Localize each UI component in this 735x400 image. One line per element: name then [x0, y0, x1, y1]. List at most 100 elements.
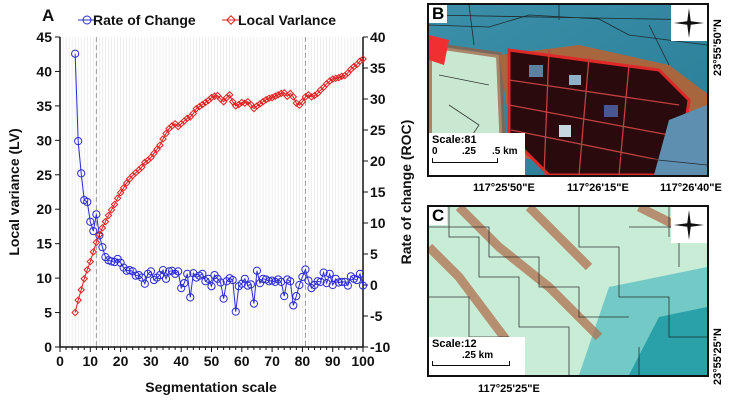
- x-tick-label: 100: [351, 353, 375, 369]
- roc-point: [286, 277, 295, 286]
- roc-point: [319, 268, 328, 277]
- y-tick-label-right: 0: [370, 277, 378, 293]
- roc-point: [77, 169, 86, 178]
- y-tick-label-right: -5: [370, 308, 383, 324]
- panel-label-c: C: [429, 207, 448, 225]
- roc-point: [180, 279, 189, 288]
- lv-point: [310, 91, 319, 100]
- roc-point: [240, 274, 249, 283]
- x-tick-label: 50: [204, 353, 220, 369]
- roc-point: [92, 210, 101, 219]
- roc-point: [74, 137, 83, 146]
- lv-point: [80, 274, 89, 283]
- lv-point: [104, 211, 113, 220]
- roc-point: [280, 292, 289, 301]
- roc-point: [128, 267, 137, 276]
- lat-tick-c: 23°55'25"N: [712, 328, 724, 385]
- map-panel-b: B Scale:81 0 .25 .5 km: [427, 3, 709, 177]
- y-tick-label-left: 20: [36, 201, 52, 217]
- lv-point: [153, 145, 161, 154]
- roc-point: [316, 277, 325, 286]
- roc-point: [161, 274, 171, 283]
- x-tick-label: 80: [295, 353, 311, 369]
- roc-point: [174, 267, 183, 276]
- lv-point: [92, 238, 101, 247]
- scale-bar-b: [432, 158, 498, 163]
- roc-point: [89, 226, 98, 236]
- lv-point: [234, 100, 243, 109]
- lv-point: [122, 179, 131, 187]
- lv-point: [268, 93, 276, 102]
- lon-tick-c-1: 117°25'25"E: [478, 383, 540, 395]
- roc-point: [98, 243, 107, 252]
- map-panel-c: C Scale:12 .25 km: [427, 205, 709, 377]
- lat-tick-b: 23°55'50"N: [712, 19, 724, 76]
- roc-point: [301, 265, 310, 274]
- roc-point: [207, 282, 216, 291]
- x-tick-label: 20: [113, 353, 129, 369]
- x-tick-label: 90: [325, 353, 341, 369]
- roc-point: [337, 277, 346, 286]
- scale-tick-025km: .25 km: [462, 350, 494, 361]
- roc-point: [231, 307, 240, 316]
- legend-roc: Rate of Change: [93, 12, 196, 28]
- lv-point: [83, 266, 92, 274]
- y-tick-label-left: 25: [36, 167, 52, 183]
- lon-tick-b-3: 117°26'40"E: [660, 182, 722, 194]
- roc-point: [334, 278, 343, 287]
- lv-point: [307, 93, 316, 101]
- lv-point: [141, 158, 149, 167]
- scale-tick-05: .5 km: [492, 146, 518, 157]
- lv-point: [271, 92, 279, 101]
- lv-point: [113, 194, 122, 203]
- lv-point: [74, 296, 82, 304]
- scale-box-c: Scale:12 .25 km: [429, 337, 525, 375]
- lv-point: [195, 102, 204, 111]
- roc-point: [298, 272, 307, 282]
- lv-point: [156, 141, 164, 149]
- lv-point: [168, 122, 176, 130]
- roc-point: [204, 274, 213, 283]
- scale-tick-025: .25: [462, 146, 476, 157]
- y-tick-label-left: 40: [36, 63, 52, 79]
- lv-point: [95, 230, 104, 239]
- y-tick-label-left: 0: [44, 339, 52, 355]
- lv-point: [256, 100, 264, 108]
- lv-point: [150, 149, 158, 158]
- y-tick-label-right: 40: [370, 29, 386, 45]
- roc-point: [313, 277, 322, 286]
- lv-point: [253, 102, 261, 110]
- x-tick-label: 0: [56, 353, 64, 369]
- roc-point: [228, 275, 237, 285]
- roc-point: [322, 279, 331, 288]
- roc-point: [255, 279, 265, 288]
- scale-box-b: Scale:81 0 .25 .5 km: [429, 133, 525, 175]
- x-axis-label: Segmentation scale: [145, 379, 277, 395]
- roc-point: [358, 281, 368, 290]
- roc-point: [289, 301, 298, 310]
- roc-point: [325, 269, 334, 278]
- lv-point: [162, 129, 170, 138]
- roc-point: [292, 292, 301, 301]
- lv-point: [292, 99, 301, 107]
- lv-point: [207, 93, 216, 102]
- roc-point: [252, 266, 262, 275]
- roc-point: [183, 269, 192, 278]
- y-tick-label-right: 10: [370, 215, 386, 231]
- lv-point: [71, 308, 79, 317]
- roc-point: [264, 277, 274, 286]
- lv-point: [274, 91, 282, 99]
- lv-point: [98, 224, 107, 232]
- roc-point: [131, 271, 140, 280]
- x-tick-label: 40: [173, 353, 189, 369]
- lon-tick-b-1: 117°25'50"E: [473, 182, 535, 194]
- roc-point: [343, 281, 352, 290]
- chart-a: 0 10 20 30 40 50 60 70 80 90 100051015202530354045…: [6, 6, 414, 395]
- legend-circle-marker: [82, 15, 92, 25]
- y-tick-label-right: 25: [370, 122, 386, 138]
- x-tick-label: 60: [234, 353, 250, 369]
- lv-point: [89, 248, 98, 256]
- roc-point: [140, 279, 149, 288]
- panel-label: A: [42, 6, 54, 25]
